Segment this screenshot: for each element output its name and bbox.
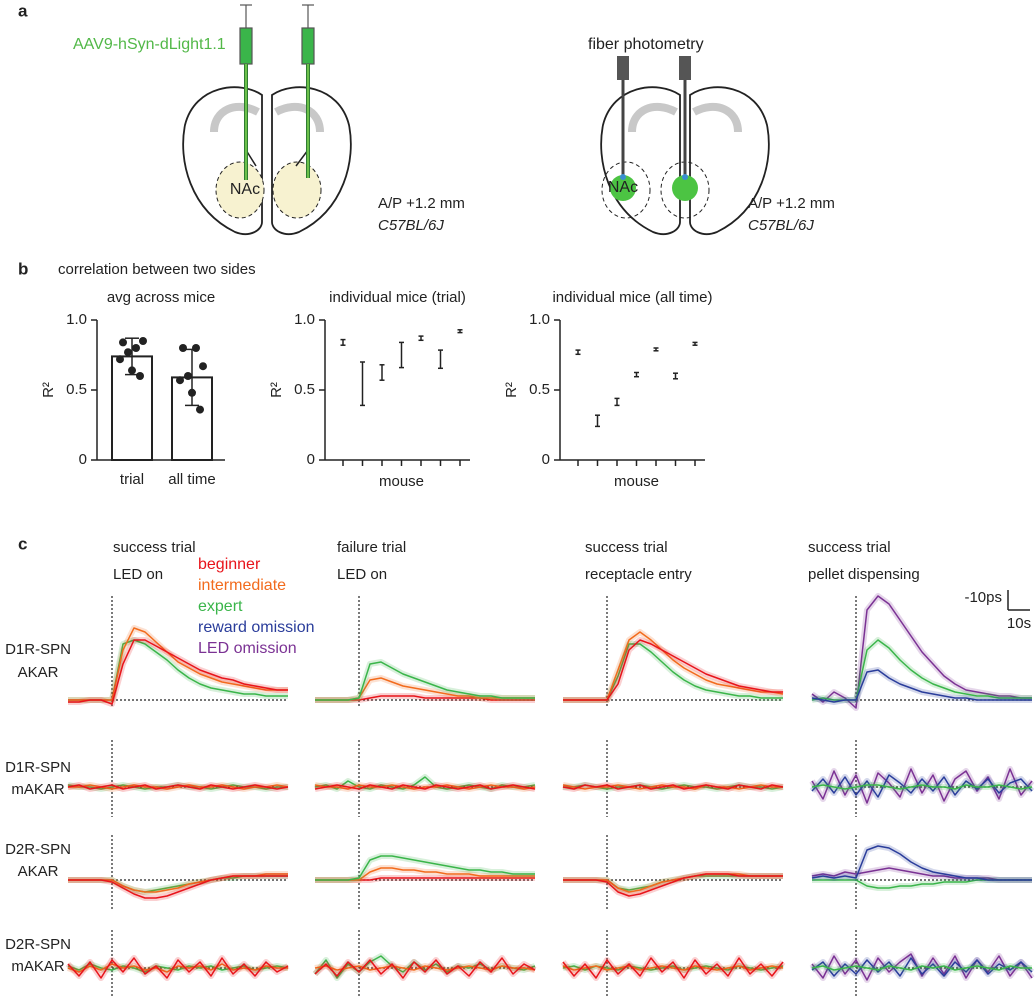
data-point	[132, 344, 140, 352]
column-title: pellet dispensing	[808, 566, 920, 583]
row-label: D1R-SPN	[5, 641, 71, 658]
brain-section-injection	[182, 4, 352, 235]
x-tick-label: trial	[120, 471, 144, 488]
injection-label: AAV9-hSyn-dLight1.1	[73, 36, 226, 53]
panel-label: c	[18, 534, 27, 553]
row-label: D2R-SPN	[5, 841, 71, 858]
region-label: NAc	[230, 181, 260, 198]
chart-title: individual mice (trial)	[329, 289, 466, 306]
y-tick-label: 1.0	[529, 311, 550, 328]
panel-label: a	[18, 1, 28, 20]
trace	[811, 965, 1032, 971]
trace	[563, 639, 783, 701]
legend-entry: reward omission	[198, 619, 314, 636]
trace	[811, 953, 1033, 981]
trace	[67, 784, 289, 790]
trace	[562, 784, 784, 790]
trace	[314, 957, 536, 979]
trace	[68, 784, 289, 790]
legend-entry: intermediate	[198, 577, 286, 594]
y-tick-label: 1.0	[294, 311, 315, 328]
y-axis-label: R²	[268, 382, 285, 398]
data-point	[179, 344, 187, 352]
legend-entry: beginner	[198, 556, 261, 573]
strain: C57BL/6J	[378, 217, 444, 234]
y-tick-label: 1.0	[66, 311, 87, 328]
trace-shade	[68, 625, 288, 703]
region-label: NAc	[608, 179, 638, 196]
data-point	[136, 372, 144, 380]
trace	[315, 661, 535, 701]
panel-title: correlation between two sides	[58, 261, 256, 278]
trace	[811, 774, 1033, 798]
chart-title: individual mice (all time)	[552, 289, 712, 306]
row-label: mAKAR	[11, 781, 65, 798]
data-point	[188, 388, 196, 397]
trace	[67, 957, 289, 979]
data-point	[184, 372, 192, 380]
y-tick-label: 0	[307, 451, 315, 468]
trace	[314, 965, 536, 971]
y-tick-label: 0.5	[66, 381, 87, 398]
trace	[315, 855, 535, 881]
legend-entry: expert	[198, 598, 243, 615]
trace	[68, 875, 288, 899]
trace	[68, 639, 288, 705]
data-point	[139, 337, 147, 345]
data-point	[116, 355, 124, 364]
trace	[811, 595, 1032, 709]
row-label: D1R-SPN	[5, 759, 71, 776]
recording-label: fiber photometry	[588, 36, 704, 53]
row-label: AKAR	[18, 863, 59, 880]
scale-bar-label: -10ps	[964, 589, 1002, 606]
row-label: AKAR	[18, 664, 59, 681]
coordinates: A/P +1.2 mm	[748, 195, 835, 212]
row-label: mAKAR	[11, 958, 65, 975]
data-point	[124, 348, 132, 357]
column-title: success trial	[808, 539, 891, 556]
y-tick-label: 0	[542, 451, 550, 468]
trace	[67, 963, 288, 973]
trace	[314, 784, 536, 790]
chart-title: avg across mice	[107, 289, 215, 306]
data-point	[119, 338, 127, 347]
y-axis-label: R²	[503, 382, 520, 398]
trace	[811, 784, 1033, 790]
column-title: success trial	[585, 539, 668, 556]
trace	[562, 957, 784, 979]
trace	[811, 669, 1032, 703]
x-axis-label: mouse	[614, 473, 659, 490]
column-title: LED on	[113, 566, 163, 583]
data-point	[192, 344, 200, 352]
trace	[68, 627, 288, 701]
legend-entry: LED omission	[198, 640, 297, 657]
data-point	[196, 405, 204, 414]
brain-section-photometry	[600, 56, 770, 235]
panel-label: b	[18, 259, 28, 278]
y-axis-label: R²	[40, 382, 57, 398]
data-point	[176, 376, 184, 385]
strain: C57BL/6J	[748, 217, 814, 234]
column-title: failure trial	[337, 539, 406, 556]
y-tick-label: 0.5	[294, 381, 315, 398]
column-title: receptacle entry	[585, 566, 692, 583]
data-point	[199, 362, 207, 371]
y-tick-label: 0.5	[529, 381, 550, 398]
x-tick-label: all time	[168, 471, 216, 488]
data-point	[128, 366, 136, 375]
coordinates: A/P +1.2 mm	[378, 195, 465, 212]
x-axis-label: mouse	[379, 473, 424, 490]
y-tick-label: 0	[79, 451, 87, 468]
trace	[811, 845, 1032, 881]
trace-shade	[315, 659, 535, 703]
column-title: success trial	[113, 539, 196, 556]
column-title: LED on	[337, 566, 387, 583]
scale-bar-label: 10s	[1007, 615, 1031, 632]
row-label: D2R-SPN	[5, 936, 71, 953]
trace	[563, 873, 783, 897]
